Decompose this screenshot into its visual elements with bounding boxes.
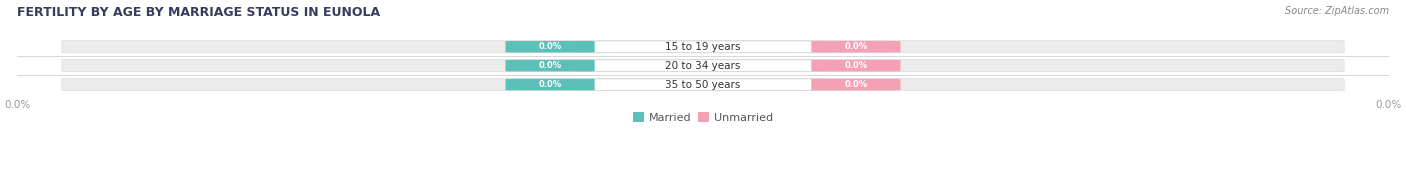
FancyBboxPatch shape	[579, 79, 827, 90]
Text: 0.0%: 0.0%	[538, 80, 561, 89]
FancyBboxPatch shape	[506, 60, 595, 71]
FancyBboxPatch shape	[811, 60, 900, 71]
Text: 0.0%: 0.0%	[538, 61, 561, 70]
Text: 20 to 34 years: 20 to 34 years	[665, 61, 741, 71]
Text: 15 to 19 years: 15 to 19 years	[665, 42, 741, 52]
Text: FERTILITY BY AGE BY MARRIAGE STATUS IN EUNOLA: FERTILITY BY AGE BY MARRIAGE STATUS IN E…	[17, 6, 380, 19]
Text: 35 to 50 years: 35 to 50 years	[665, 80, 741, 90]
Text: 0.0%: 0.0%	[845, 80, 868, 89]
FancyBboxPatch shape	[506, 41, 595, 53]
Text: 0.0%: 0.0%	[845, 42, 868, 51]
FancyBboxPatch shape	[811, 41, 900, 53]
FancyBboxPatch shape	[579, 41, 827, 52]
Legend: Married, Unmarried: Married, Unmarried	[628, 107, 778, 127]
FancyBboxPatch shape	[506, 79, 595, 90]
FancyBboxPatch shape	[811, 79, 900, 90]
FancyBboxPatch shape	[579, 60, 827, 71]
FancyBboxPatch shape	[62, 41, 1344, 53]
Text: 0.0%: 0.0%	[845, 61, 868, 70]
FancyBboxPatch shape	[62, 78, 1344, 91]
FancyBboxPatch shape	[62, 60, 1344, 72]
Text: 0.0%: 0.0%	[538, 42, 561, 51]
Text: Source: ZipAtlas.com: Source: ZipAtlas.com	[1285, 6, 1389, 16]
